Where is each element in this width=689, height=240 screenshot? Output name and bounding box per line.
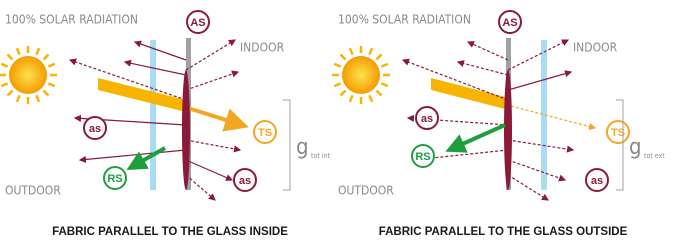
sun-ray <box>350 95 353 101</box>
badge-label: as <box>89 123 101 135</box>
outdoor-label: OUTDOOR <box>338 184 394 198</box>
sun-ray <box>350 48 353 54</box>
arrow <box>186 72 238 90</box>
transmitted-beam <box>188 108 245 126</box>
g-subscript: tot ext <box>644 152 665 160</box>
badge-label: as <box>421 113 433 125</box>
bracket <box>616 100 623 190</box>
arrow <box>508 160 565 180</box>
g-subscript: tot int <box>311 152 331 160</box>
sun-ray <box>340 54 345 59</box>
sun-ray <box>44 54 49 59</box>
g-symbol: g <box>629 135 642 160</box>
arrow <box>508 40 568 70</box>
arrow <box>508 140 573 150</box>
arrow <box>458 62 508 75</box>
sun <box>342 56 380 94</box>
arrow <box>468 42 508 60</box>
sun-ray <box>369 95 372 101</box>
sun-ray <box>381 64 387 67</box>
outdoor-label: OUTDOOR <box>5 184 61 198</box>
sun-ray <box>334 83 340 86</box>
fabric <box>182 70 190 190</box>
badge-label: TS <box>258 127 272 139</box>
caption: FABRIC PARALLEL TO THE GLASS OUTSIDE <box>379 226 628 238</box>
sun-ray <box>17 48 20 54</box>
panel: 100% SOLAR RADIATION INDOOR OUTDOOR AS TS as R… <box>0 11 331 238</box>
badge-label: AS <box>190 17 205 29</box>
reflected-arrow <box>449 125 505 150</box>
sun-ray <box>340 91 345 96</box>
sun-ray <box>377 91 382 96</box>
fabric <box>504 70 512 190</box>
sun-ray <box>377 54 382 59</box>
sun-ray <box>381 83 387 86</box>
badge-label: as <box>239 175 251 187</box>
sun-ray <box>1 64 7 67</box>
caption: FABRIC PARALLEL TO THE GLASS INSIDE <box>52 226 288 238</box>
indoor-label: INDOOR <box>573 41 618 55</box>
glass <box>150 40 156 190</box>
arrow <box>186 140 240 150</box>
arrow <box>508 72 571 90</box>
badge-label: as <box>591 175 603 187</box>
sun-ray <box>36 95 39 101</box>
reflected-arrow <box>130 148 165 168</box>
sun-ray <box>48 83 54 86</box>
sun-ray <box>369 48 372 54</box>
sun-ray <box>17 95 20 101</box>
arrow <box>135 42 186 60</box>
diagram: 100% SOLAR RADIATION INDOOR OUTDOOR AS TS as R… <box>0 0 689 240</box>
radiation-label: 100% SOLAR RADIATION <box>338 13 471 27</box>
arrow <box>186 40 235 70</box>
sun-ray <box>7 91 12 96</box>
sun-ray <box>48 64 54 67</box>
sun-ray <box>7 54 12 59</box>
bracket <box>283 100 290 190</box>
panel: 100% SOLAR RADIATIONINDOOROUTDOORASTSasR… <box>332 11 665 238</box>
sun-ray <box>1 83 7 86</box>
indoor-label: INDOOR <box>240 41 285 55</box>
sun <box>9 56 47 94</box>
badge-label: RS <box>415 151 430 163</box>
solar-beam <box>98 78 186 112</box>
solar-beam <box>431 78 509 110</box>
sun-ray <box>334 64 340 67</box>
arrow <box>186 160 232 180</box>
sun-ray <box>44 91 49 96</box>
transmitted-beam <box>511 106 595 128</box>
g-symbol: g <box>296 135 309 160</box>
sun-ray <box>36 48 39 54</box>
radiation-label: 100% SOLAR RADIATION <box>5 13 138 27</box>
badge-label: AS <box>502 17 517 29</box>
badge-label: RS <box>107 173 122 185</box>
arrow <box>80 150 186 160</box>
